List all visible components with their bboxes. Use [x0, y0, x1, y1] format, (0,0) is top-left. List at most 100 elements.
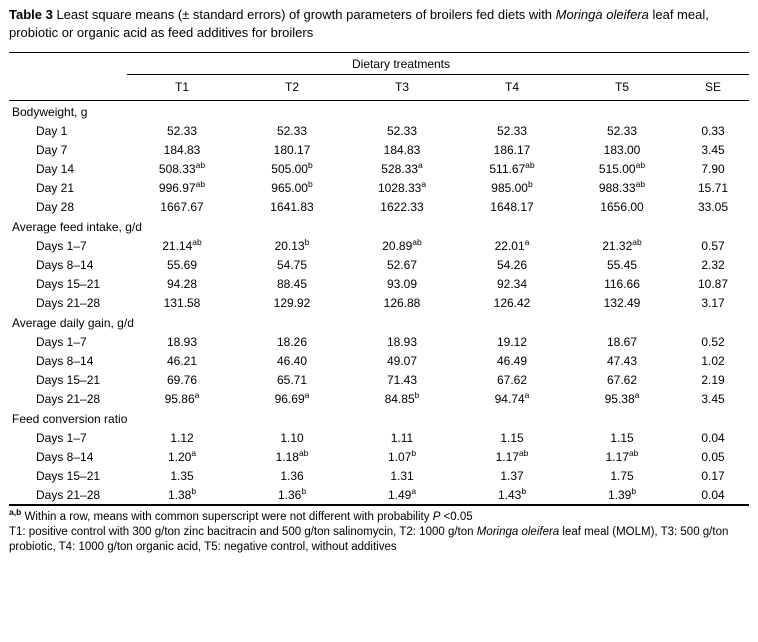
table-cell: 1.15 [610, 431, 634, 446]
column-header-row: T1 T2 T3 T4 T5 SE [9, 74, 750, 102]
footnote-significance: a,b Within a row, means with common supe… [9, 508, 751, 525]
table-cell: 126.88 [383, 296, 421, 311]
table-cell: 1667.67 [160, 200, 204, 215]
significance-superscript: a [411, 486, 417, 497]
table-cell: 508.33ab [158, 160, 206, 177]
table-cell: 54.26 [496, 258, 528, 273]
table-cell: 46.40 [276, 354, 308, 369]
significance-superscript: ab [412, 237, 422, 248]
footnote-treatments-text-2: leaf meal (MOLM), T3: 500 g/ton probioti… [9, 526, 729, 554]
table-cell: 0.57 [701, 239, 725, 254]
table-cell: 94.28 [166, 277, 198, 292]
section-row: Average feed intake, g/d [9, 216, 749, 236]
significance-superscript: ab [518, 448, 529, 459]
table-cell: 52.33 [606, 124, 638, 139]
table-cell: 1.37 [500, 469, 524, 484]
table-cell: 528.33a [381, 160, 423, 177]
table-row: Day 1 52.33 52.33 52.33 52.33 52.33 0.33 [9, 121, 749, 140]
caption-text-2: leaf meal, probiotic or organic acid as … [9, 7, 709, 40]
table-cell: 0.04 [701, 488, 725, 503]
table-cell: 71.43 [386, 373, 418, 388]
table-cell: 0.52 [701, 335, 725, 350]
caption-species-italic: Moringa oleifera [555, 7, 649, 22]
table-cell: 55.69 [166, 258, 198, 273]
table-cell: 1.07b [387, 448, 417, 465]
table-cell: 1622.33 [380, 200, 424, 215]
table-cell: 1.36 [280, 469, 304, 484]
table-cell: 1.38b [167, 486, 197, 503]
table-cell: 21.14ab [162, 237, 202, 254]
significance-superscript: b [191, 486, 197, 497]
row-label: Days 1–7 [36, 335, 87, 350]
column-header-t1: T1 [127, 74, 237, 102]
table-cell: 180.17 [273, 143, 311, 158]
table-body: Bodyweight, g Day 1 52.33 52.33 52.33 52.33 52… [9, 101, 749, 506]
table-cell: 52.33 [166, 124, 198, 139]
table-cell: 996.97ab [158, 179, 206, 196]
significance-superscript: b [414, 390, 420, 401]
section-label: Feed conversion ratio [12, 412, 128, 427]
section-row: Bodyweight, g [9, 101, 749, 122]
table-cell: 0.05 [701, 450, 725, 465]
table-row: Days 8–14 46.21 46.40 49.07 46.49 47.43 1.02 [9, 351, 749, 370]
footnote-treatments: T1: positive control with 300 g/ton zinc… [9, 525, 751, 555]
table-cell: 1.43b [497, 486, 527, 503]
spanner-label: Dietary treatments [127, 52, 750, 76]
table-cell: 18.67 [606, 335, 638, 350]
table-head: Dietary treatments T1 T2 T3 T4 T5 SE [9, 52, 750, 102]
table-cell: 1.35 [170, 469, 194, 484]
table-cell: 92.34 [496, 277, 528, 292]
table-cell: 183.00 [603, 143, 641, 158]
table-cell: 1.10 [280, 431, 304, 446]
table-cell: 0.04 [701, 431, 725, 446]
table-row: Days 1–7 1.12 1.10 1.11 1.15 1.15 0.04 [9, 428, 749, 447]
column-header-label [9, 74, 127, 102]
table-cell: 186.17 [493, 143, 531, 158]
table-cell: 65.71 [276, 373, 308, 388]
table-cell: 49.07 [386, 354, 418, 369]
significance-superscript: b [521, 486, 527, 497]
table-cell: 84.85b [384, 390, 420, 407]
table-cell: 93.09 [386, 277, 418, 292]
table-cell: 1028.33a [377, 179, 427, 196]
table-row: Days 8–14 1.20a 1.18ab 1.07b 1.17ab 1.17ab 0.0… [9, 447, 749, 466]
row-label: Days 15–21 [36, 469, 101, 484]
significance-superscript: ab [635, 160, 646, 171]
significance-superscript: a [417, 160, 423, 171]
footnote-significance-end: <0.05 [440, 511, 473, 524]
table-row: Day 7 184.83 180.17 184.83 186.17 183.00 3.45 [9, 140, 749, 159]
row-label: Days 8–14 [36, 450, 94, 465]
section-row: Average daily gain, g/d [9, 312, 749, 332]
row-label: Day 14 [36, 162, 75, 177]
caption-text-1: Least square means (± standard errors) o… [52, 7, 556, 22]
row-label: Day 1 [36, 124, 68, 139]
row-label: Days 8–14 [36, 354, 94, 369]
significance-superscript: a [194, 390, 200, 401]
significance-superscript: ab [195, 160, 206, 171]
table-cell: 1.17ab [605, 448, 639, 465]
table-cell: 1.39b [607, 486, 637, 503]
table-cell: 3.45 [701, 392, 725, 407]
significance-superscript: ab [635, 179, 646, 190]
significance-superscript: b [307, 160, 313, 171]
row-label: Days 8–14 [36, 258, 94, 273]
table-cell: 126.42 [493, 296, 531, 311]
table-cell: 96.69a [274, 390, 310, 407]
table-cell: 18.26 [276, 335, 308, 350]
table-cell: 95.86a [164, 390, 200, 407]
table-cell: 1.02 [701, 354, 725, 369]
table-cell: 10.87 [697, 277, 729, 292]
table-cell: 47.43 [606, 354, 638, 369]
table-cell: 1656.00 [600, 200, 644, 215]
table-cell: 1.20a [167, 448, 197, 465]
table-cell: 1.17ab [495, 448, 529, 465]
row-label: Days 15–21 [36, 373, 101, 388]
table-cell: 46.49 [496, 354, 528, 369]
table-cell: 1.36b [277, 486, 307, 503]
table-cell: 15.71 [697, 181, 729, 196]
table-cell: 18.93 [166, 335, 198, 350]
table-cell: 46.21 [166, 354, 198, 369]
section-label: Average feed intake, g/d [12, 220, 142, 235]
row-label: Days 21–28 [36, 296, 101, 311]
table-row: Day 28 1667.67 1641.83 1622.33 1648.17 1656.0… [9, 197, 749, 216]
